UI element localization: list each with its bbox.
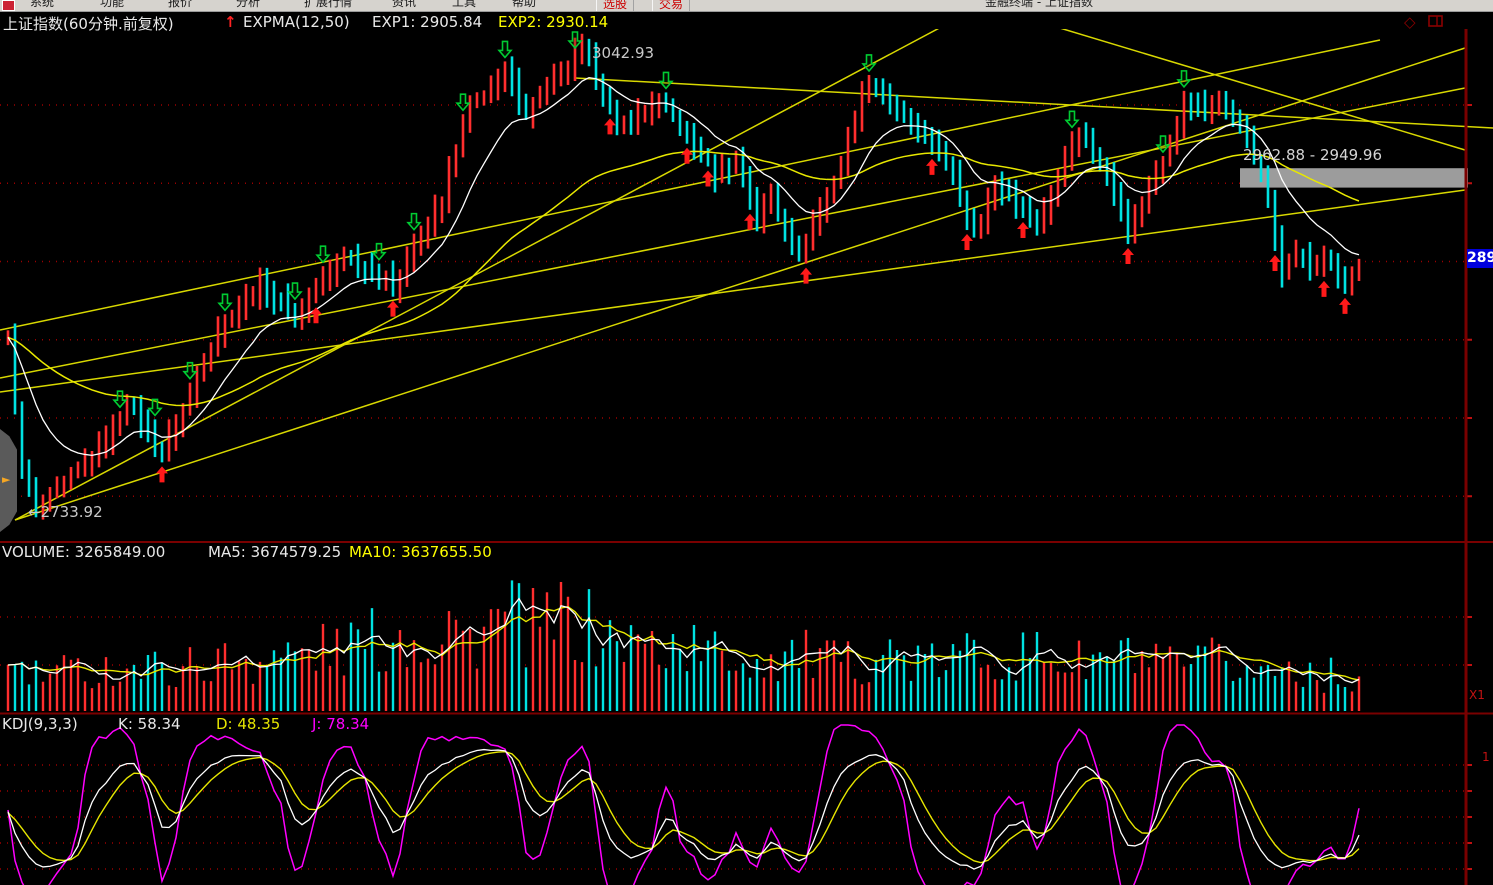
menu-item[interactable]: 系统 [30, 0, 55, 9]
menu-button[interactable]: 交易 [652, 0, 691, 11]
menu-item[interactable]: 分析 [236, 0, 261, 9]
gap-range-annotation: 2962.88 - 2949.96 [1243, 146, 1383, 165]
diamond-icon[interactable]: ◇ [1404, 13, 1416, 31]
exp2-value: EXP2: 2930.14 [498, 13, 609, 31]
volume-value: VOLUME: 3265849.00 [2, 543, 166, 561]
menu-item[interactable]: 帮助 [512, 0, 537, 9]
menu-item[interactable]: 工具 [452, 0, 477, 9]
indicator-label: EXPMA(12,50) [243, 13, 350, 31]
menu-item[interactable]: 功能 [100, 0, 125, 9]
sidebar-expand-handle[interactable]: ► [0, 429, 17, 532]
volume-ma5-value: MA5: 3674579.25 [208, 543, 342, 561]
left-arrow-icon: ← [28, 503, 41, 521]
window-title: 金融终端 - 上证指数 [985, 0, 1093, 9]
kdj-k-value: K: 58.34 [118, 715, 181, 733]
exp1-value: EXP1: 2905.84 [372, 13, 483, 31]
last-price-tag: 2895 [1467, 249, 1493, 268]
low-price-annotation: ←2733.92 [28, 503, 103, 521]
menu-bar: 金融终端 - 上证指数 系统 功能 报价 分析 扩展行情 资讯 工具 帮助 选股 交易 [0, 0, 1493, 12]
kdj-name: KDJ(9,3,3) [2, 715, 78, 733]
kdj-axis-label: 1 [1482, 750, 1490, 764]
trend-up-icon: ↑ [224, 13, 237, 31]
chart-header: 上证指数(60分钟.前复权) ↑ EXPMA(12,50) EXP1: 2905… [0, 12, 1493, 33]
menu-button[interactable]: 选股 [596, 0, 635, 11]
kdj-j-value: J: 78.34 [312, 715, 370, 733]
kdj-d-value: D: 48.35 [216, 715, 281, 733]
high-price-annotation: 3042.93 [592, 44, 655, 62]
expand-triangle-icon: ► [2, 473, 11, 486]
symbol-label: 上证指数(60分钟.前复权) [3, 15, 174, 33]
window-restore-icon[interactable] [1428, 15, 1443, 27]
menu-item[interactable]: 扩展行情 [304, 0, 353, 9]
volume-ma10-value: MA10: 3637655.50 [349, 543, 492, 561]
menu-item[interactable]: 资讯 [392, 0, 417, 9]
volume-scale-label: X1 [1469, 688, 1485, 702]
app-icon[interactable] [2, 0, 15, 11]
menu-item[interactable]: 报价 [168, 0, 193, 9]
